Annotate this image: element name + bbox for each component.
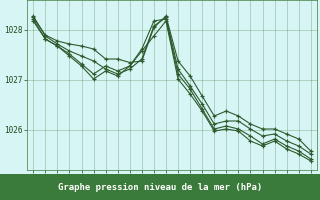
Text: Graphe pression niveau de la mer (hPa): Graphe pression niveau de la mer (hPa)	[58, 182, 262, 192]
